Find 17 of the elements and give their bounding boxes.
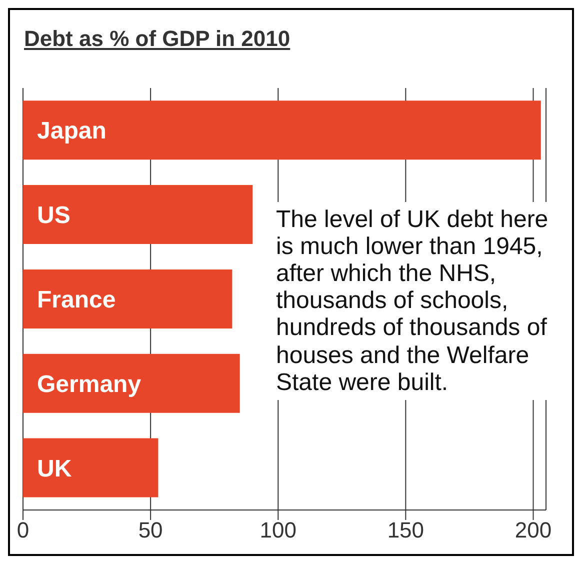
y-tick-label: US: [37, 202, 70, 230]
y-tick-label: UK: [37, 455, 72, 482]
x-tick-label: 0: [16, 518, 30, 543]
y-tick-label: France: [37, 286, 116, 314]
chart-title: Debt as % of GDP in 2010: [24, 26, 290, 52]
bar: [23, 354, 240, 413]
bar: [23, 100, 541, 160]
x-tick-label: 150: [387, 518, 424, 543]
bar: [23, 185, 253, 244]
annotation: The level of UK debt here is much lower than 1945, after which the NHS, thousands of schools, hundreds of thousands of houses and the Welfare State were built.: [272, 202, 568, 400]
bar: [23, 438, 158, 498]
y-tick-label: Japan: [37, 118, 106, 145]
x-tick-label: 200: [514, 518, 552, 543]
x-tick-label: 50: [138, 518, 163, 543]
bar: [23, 269, 232, 328]
x-tick-label: 100: [260, 518, 296, 543]
y-tick-label: Germany: [37, 370, 142, 398]
